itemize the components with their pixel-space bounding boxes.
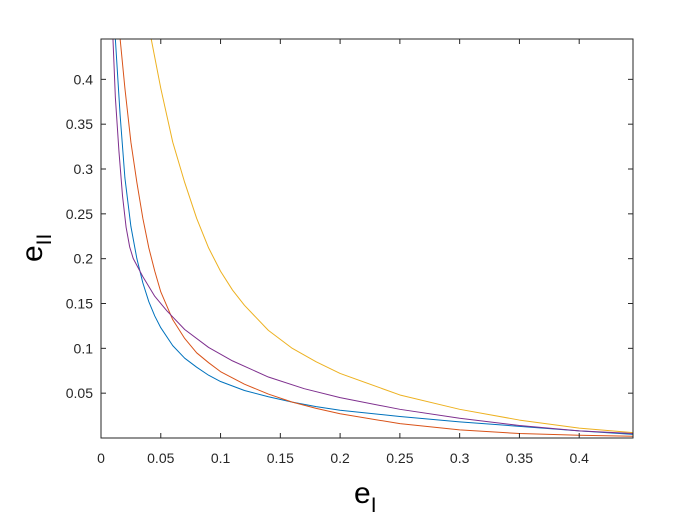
y-tick-label: 0.25 bbox=[66, 206, 93, 222]
x-tick-label: 0.4 bbox=[569, 450, 589, 466]
series-line-3 bbox=[150, 39, 633, 434]
series-line-1 bbox=[114, 39, 633, 435]
x-tick-label: 0.15 bbox=[267, 450, 294, 466]
series-line-2 bbox=[119, 39, 633, 437]
plot-frame bbox=[100, 38, 634, 439]
series-layer bbox=[112, 39, 633, 437]
x-tick-label: 0.05 bbox=[147, 450, 174, 466]
y-tick-label: 0.05 bbox=[66, 385, 93, 401]
y-tick-label: 0.35 bbox=[66, 116, 93, 132]
x-tick-label: 0.2 bbox=[330, 450, 350, 466]
y-tick-label: 0.3 bbox=[74, 161, 94, 177]
x-tick-label: 0.3 bbox=[450, 450, 470, 466]
y-tick-label: 0.15 bbox=[66, 296, 93, 312]
series-line-4 bbox=[112, 39, 633, 435]
x-tick-label: 0.35 bbox=[506, 450, 533, 466]
x-tick-label: 0.25 bbox=[386, 450, 413, 466]
y-axis-label-sub: II bbox=[33, 234, 56, 246]
plot-area bbox=[101, 39, 633, 438]
y-tick-label: 0.4 bbox=[74, 71, 94, 87]
x-axis-label-main: e bbox=[354, 477, 371, 510]
x-tick-label: 0 bbox=[97, 450, 105, 466]
y-axis-label: eII bbox=[16, 234, 56, 262]
y-tick-label: 0.2 bbox=[74, 251, 94, 267]
y-tick-label: 0.1 bbox=[74, 340, 94, 356]
y-axis-label-main: e bbox=[16, 245, 49, 262]
tick-layer: 0 0.05 0.1 0.15 0.2 0.25 0.3 0.35 0.4 0.05 0.1 0.15… bbox=[66, 39, 633, 466]
x-tick-label: 0.1 bbox=[211, 450, 231, 466]
x-axis-label-sub: I bbox=[371, 494, 377, 517]
x-axis-label: eI bbox=[354, 477, 377, 517]
